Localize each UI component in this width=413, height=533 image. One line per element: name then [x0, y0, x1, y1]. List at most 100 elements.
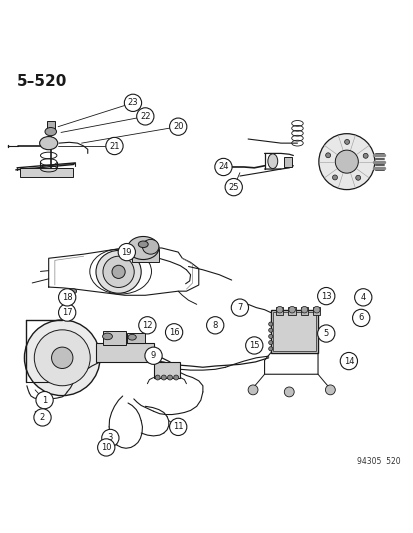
Ellipse shape [362, 154, 367, 158]
Text: 5–520: 5–520 [17, 74, 67, 89]
Circle shape [34, 409, 51, 426]
Ellipse shape [40, 136, 57, 150]
Ellipse shape [45, 127, 56, 136]
Ellipse shape [300, 306, 307, 313]
Text: 13: 13 [320, 292, 331, 301]
Ellipse shape [112, 265, 125, 278]
Text: 5: 5 [323, 329, 328, 338]
Text: 23: 23 [127, 98, 138, 107]
Ellipse shape [24, 320, 100, 395]
Text: 14: 14 [343, 357, 353, 366]
Circle shape [206, 317, 223, 334]
Ellipse shape [70, 289, 76, 294]
Circle shape [354, 289, 371, 306]
Circle shape [225, 179, 242, 196]
Ellipse shape [268, 346, 272, 351]
Text: 18: 18 [62, 293, 72, 302]
Bar [312, 307, 320, 314]
Text: 8: 8 [212, 321, 217, 330]
Circle shape [118, 244, 135, 261]
Circle shape [58, 289, 76, 306]
Ellipse shape [103, 256, 134, 287]
Circle shape [58, 304, 76, 321]
Circle shape [136, 108, 154, 125]
Text: 24: 24 [218, 163, 228, 172]
Bar [270, 310, 317, 353]
Ellipse shape [102, 333, 112, 340]
Ellipse shape [267, 154, 277, 168]
Circle shape [317, 325, 334, 342]
Ellipse shape [138, 241, 148, 248]
Text: 16: 16 [169, 328, 179, 337]
Text: 2: 2 [40, 413, 45, 422]
Ellipse shape [355, 175, 360, 180]
Text: 25: 25 [228, 183, 238, 192]
Ellipse shape [52, 347, 73, 368]
Text: 19: 19 [121, 248, 132, 256]
Text: 9: 9 [151, 351, 156, 360]
Ellipse shape [268, 334, 272, 338]
Bar [96, 343, 153, 362]
Text: 21: 21 [109, 142, 119, 150]
Ellipse shape [288, 306, 295, 313]
Text: 94305  520: 94305 520 [356, 457, 399, 465]
Ellipse shape [167, 375, 172, 380]
Text: 15: 15 [249, 341, 259, 350]
Bar [132, 249, 159, 262]
Bar [103, 332, 126, 345]
Text: 6: 6 [358, 313, 363, 322]
Circle shape [352, 309, 369, 327]
Text: 7: 7 [237, 303, 242, 312]
Ellipse shape [155, 375, 160, 380]
Bar [47, 122, 55, 129]
Bar [153, 362, 180, 377]
Bar [288, 307, 295, 314]
Ellipse shape [344, 140, 349, 144]
Text: 20: 20 [173, 122, 183, 131]
Bar [126, 333, 145, 343]
Ellipse shape [268, 328, 272, 332]
Bar [20, 168, 73, 177]
Bar [275, 307, 283, 314]
Ellipse shape [268, 341, 272, 345]
Ellipse shape [335, 150, 358, 173]
Circle shape [245, 337, 262, 354]
Ellipse shape [325, 153, 330, 158]
Circle shape [165, 324, 182, 341]
Circle shape [339, 352, 357, 370]
Text: 11: 11 [173, 422, 183, 431]
Text: 12: 12 [142, 321, 152, 330]
Ellipse shape [313, 306, 319, 313]
Ellipse shape [332, 175, 337, 180]
Text: 10: 10 [101, 443, 111, 452]
Ellipse shape [142, 239, 159, 254]
Circle shape [102, 430, 119, 447]
Ellipse shape [247, 385, 257, 395]
Ellipse shape [128, 334, 136, 340]
Ellipse shape [161, 375, 166, 380]
Ellipse shape [173, 375, 178, 380]
Circle shape [97, 439, 115, 456]
Bar [272, 312, 315, 351]
Circle shape [317, 287, 334, 305]
Circle shape [36, 392, 53, 409]
Circle shape [138, 317, 156, 334]
Circle shape [106, 138, 123, 155]
Ellipse shape [276, 306, 282, 313]
Circle shape [145, 347, 162, 365]
Text: 4: 4 [360, 293, 365, 302]
Bar [300, 307, 307, 314]
Circle shape [169, 418, 186, 435]
Text: 3: 3 [107, 433, 113, 442]
Ellipse shape [65, 299, 71, 305]
Circle shape [124, 94, 141, 111]
Circle shape [231, 299, 248, 316]
Ellipse shape [96, 251, 141, 293]
Ellipse shape [34, 330, 90, 386]
Circle shape [214, 158, 232, 175]
Ellipse shape [127, 237, 159, 260]
Text: 1: 1 [42, 395, 47, 405]
Ellipse shape [268, 322, 272, 326]
Ellipse shape [318, 134, 374, 190]
Text: 17: 17 [62, 308, 72, 317]
